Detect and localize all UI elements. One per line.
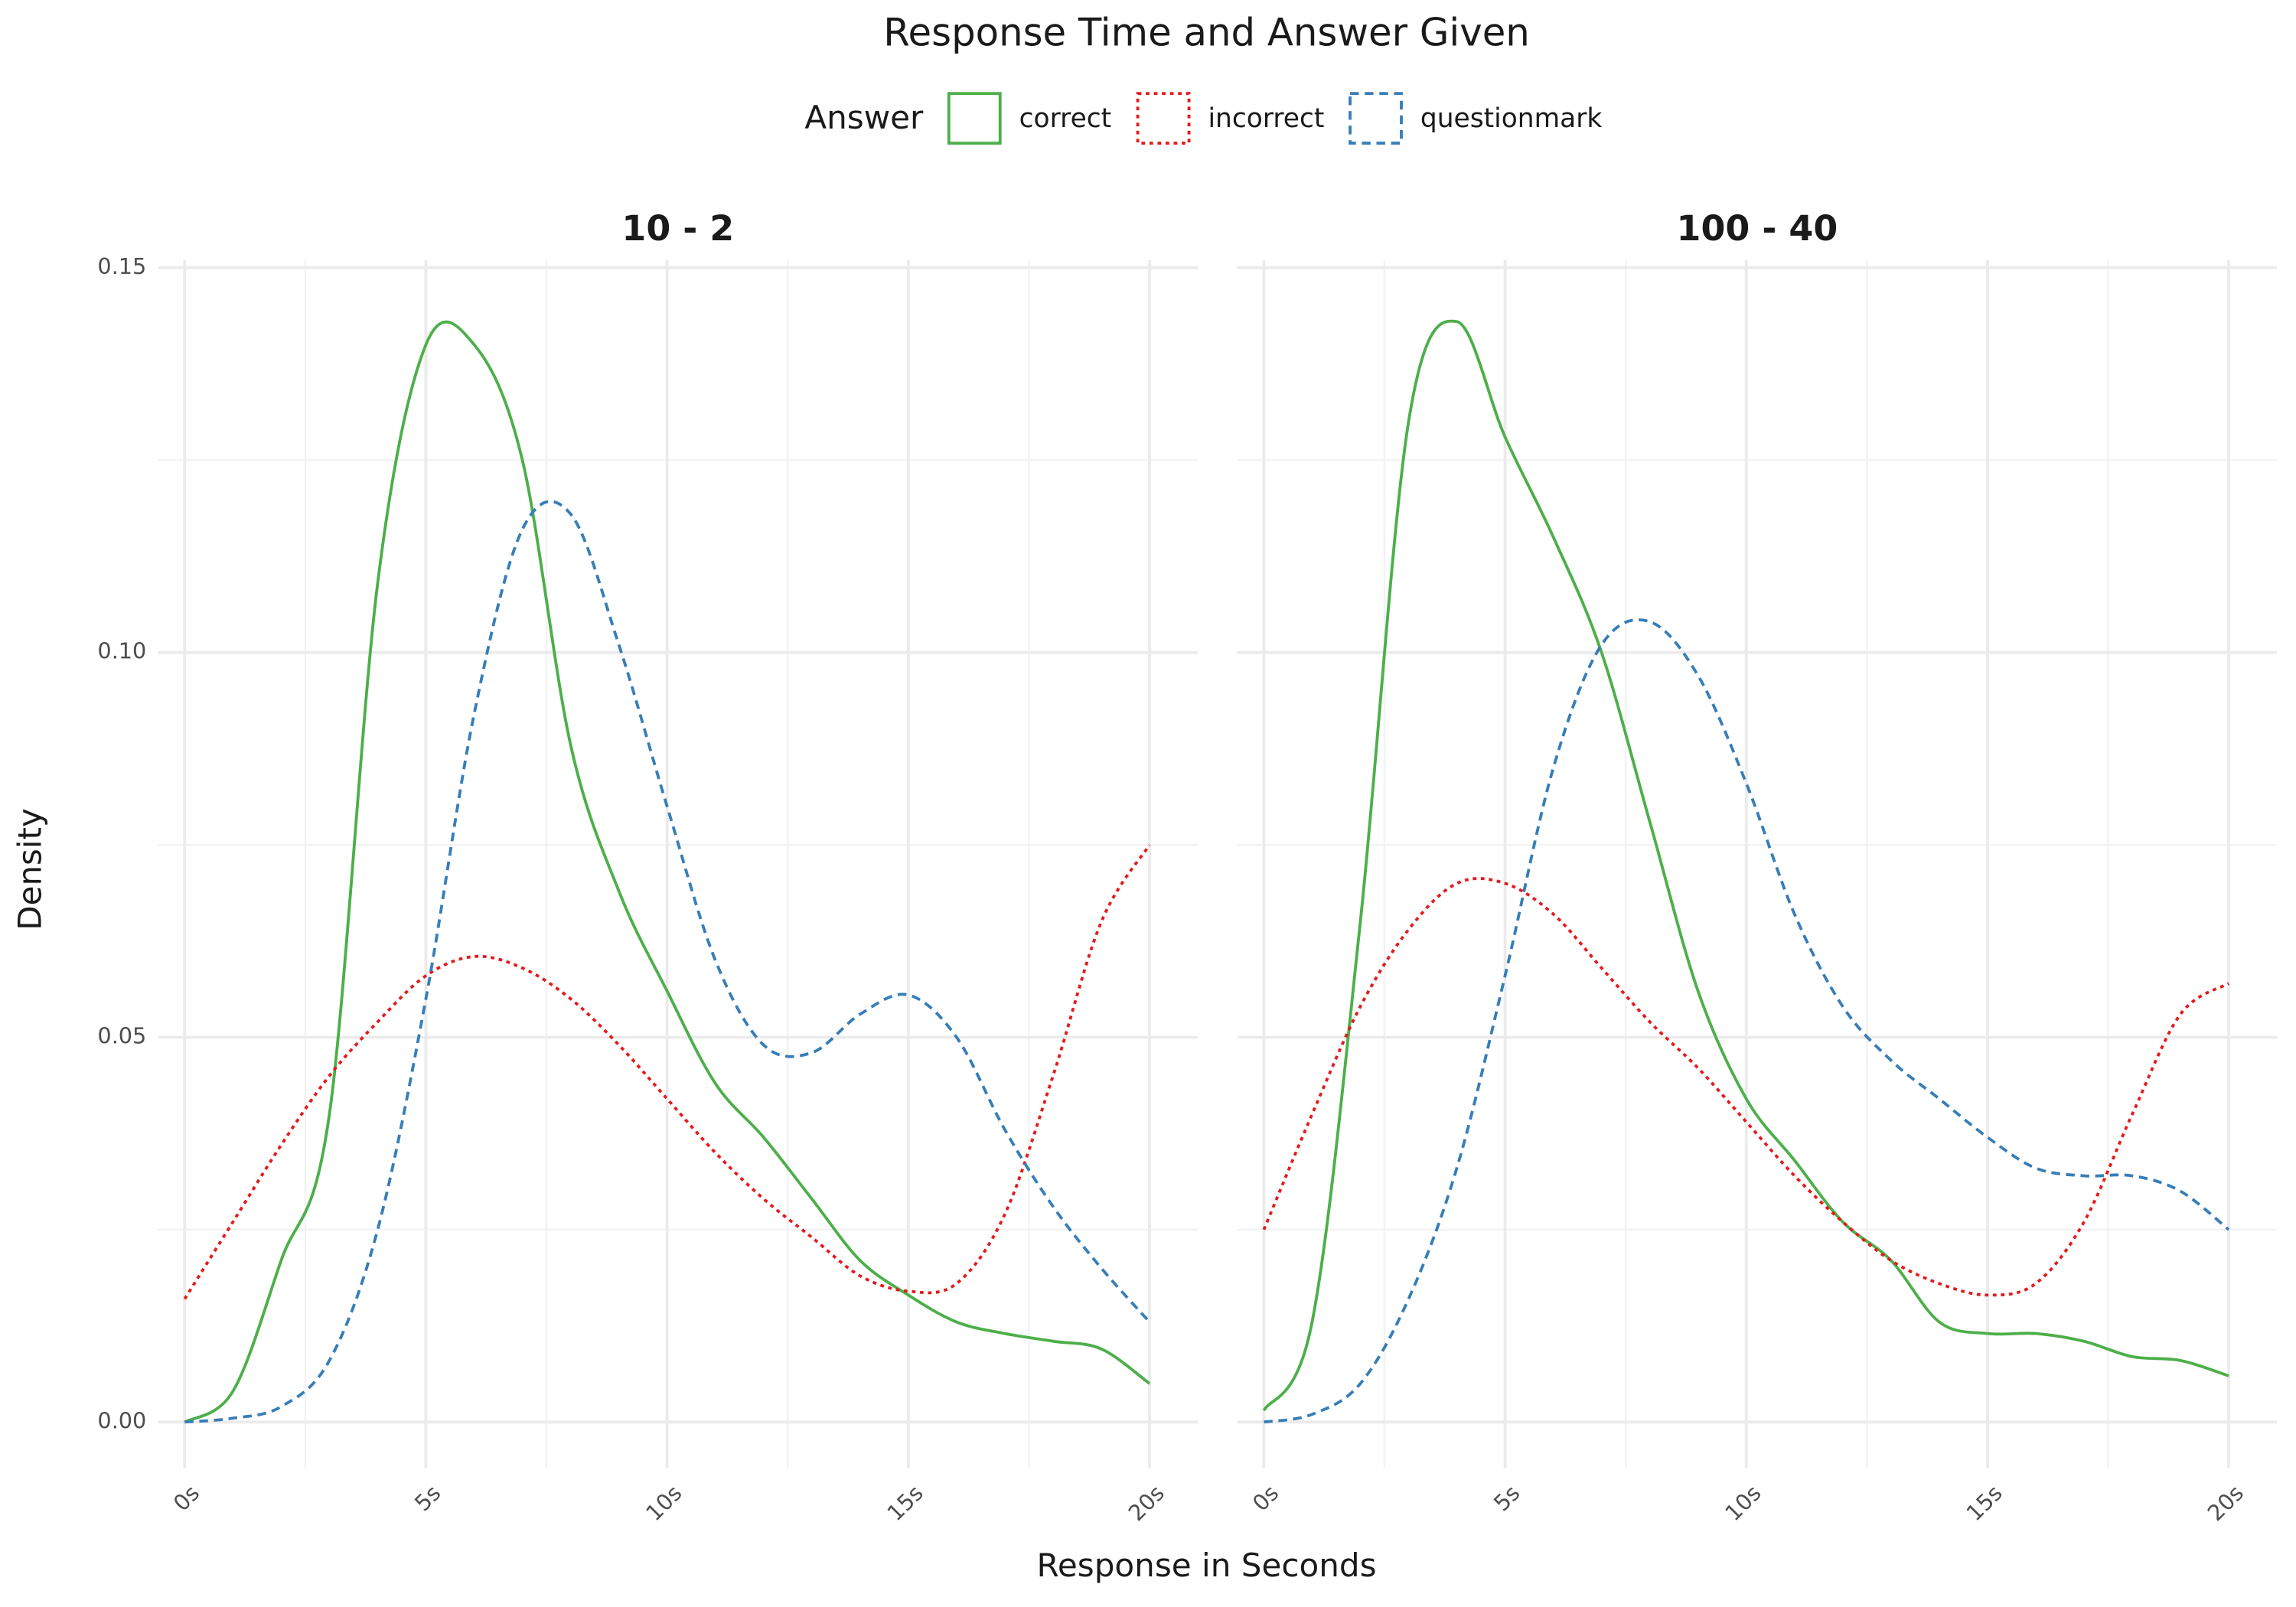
x-tick-label: 15s [882,1480,928,1526]
legend-label: correct [1019,103,1112,134]
density-line [183,844,1151,1300]
x-tick-label: 0s [1247,1480,1284,1516]
y-tick-label: 0.00 [97,1407,146,1433]
facet-title: 10 - 2 [621,207,734,249]
x-tick-label: 15s [1961,1480,2007,1526]
x-tick-label: 5s [409,1480,446,1516]
x-tick-label: 0s [168,1480,205,1516]
x-axis-label: Response in Seconds [1037,1547,1377,1584]
x-tick-label: 5s [1489,1480,1525,1516]
density-line [184,500,1151,1424]
chart-title: Response Time and Answer Given [883,10,1530,54]
y-tick-label: 0.10 [97,638,146,664]
legend-key [947,92,1002,145]
legend-label: incorrect [1208,103,1324,134]
density-line [1262,319,2229,1412]
y-tick-label: 0.05 [97,1023,146,1049]
density-line [1262,877,2230,1297]
density-line [1264,618,2230,1424]
x-tick-label: 20s [2203,1480,2249,1526]
legend-label: questionmark [1420,103,1603,134]
legend-title: Answer [804,99,924,136]
y-axis-label: Density [11,808,49,931]
legend-key [1136,92,1191,145]
x-tick-label: 20s [1123,1480,1169,1526]
facet-title: 100 - 40 [1677,207,1838,249]
legend-key [1349,92,1403,145]
y-tick-label: 0.15 [97,253,146,279]
x-tick-label: 10s [641,1480,687,1526]
density-line [184,320,1151,1423]
x-tick-label: 10s [1720,1480,1766,1526]
